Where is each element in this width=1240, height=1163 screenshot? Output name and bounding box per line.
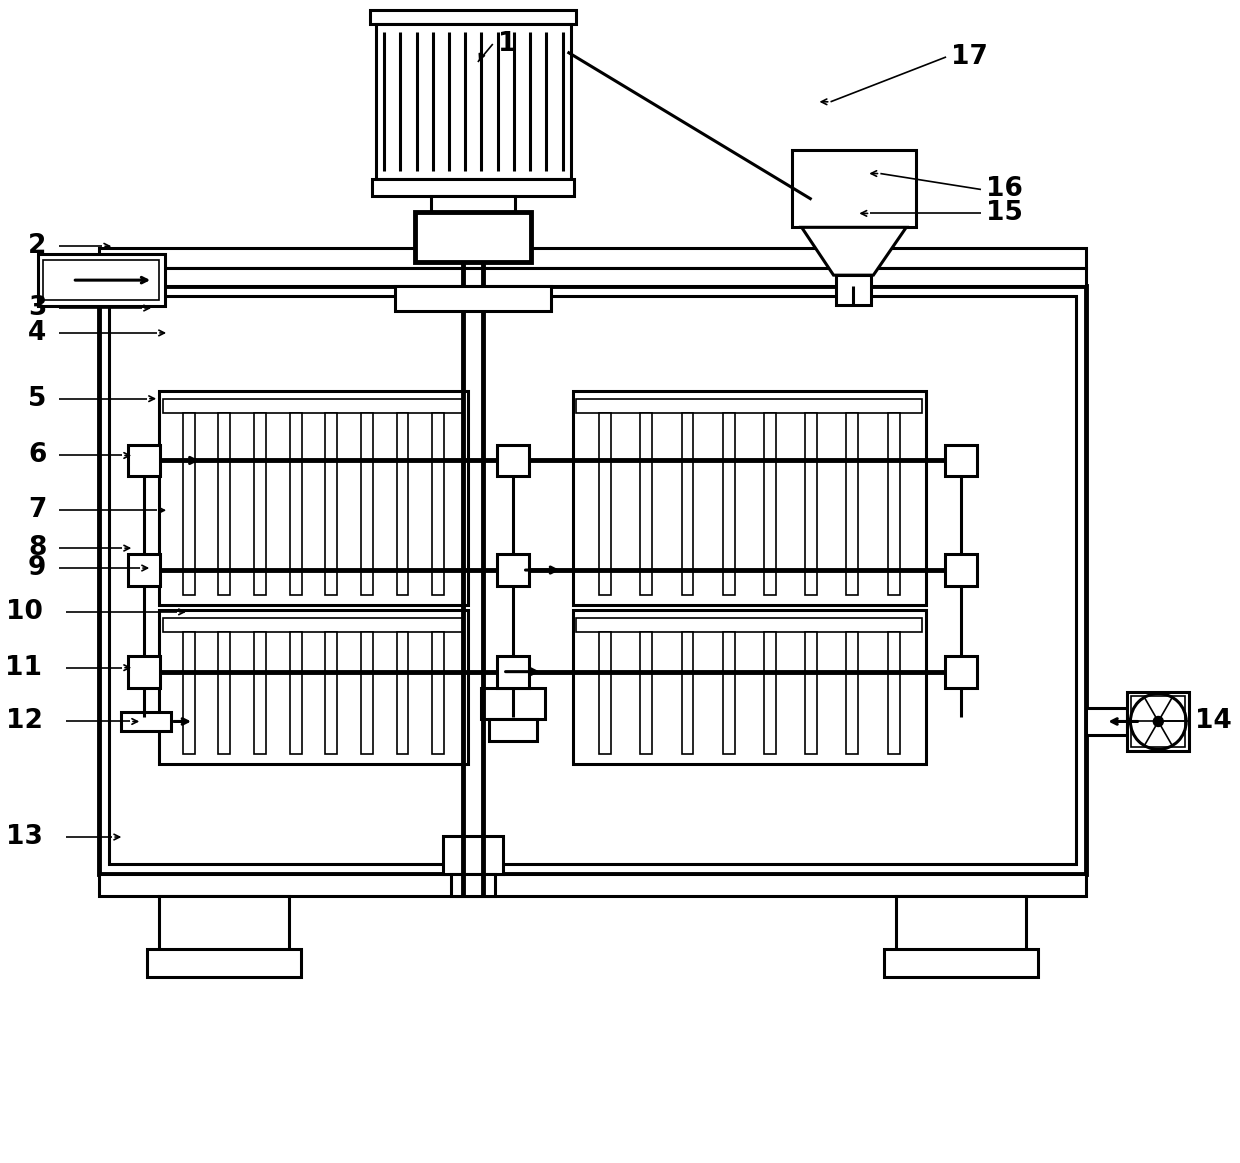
Bar <box>254 632 267 755</box>
Bar <box>897 896 1025 971</box>
Text: 14: 14 <box>1195 708 1231 735</box>
Bar <box>481 687 544 720</box>
Text: 9: 9 <box>29 555 46 582</box>
Bar <box>109 297 1075 864</box>
Bar <box>573 391 926 605</box>
Bar <box>159 896 289 971</box>
Bar <box>945 554 977 586</box>
Text: 6: 6 <box>29 442 46 469</box>
Bar <box>396 286 551 311</box>
Bar <box>847 632 858 755</box>
Text: 17: 17 <box>951 44 988 70</box>
Text: 4: 4 <box>29 320 46 345</box>
Bar <box>1131 695 1185 748</box>
Text: 8: 8 <box>29 535 46 561</box>
Bar <box>945 444 977 477</box>
Bar <box>128 444 160 477</box>
Bar <box>884 949 1038 977</box>
Text: 13: 13 <box>6 825 42 850</box>
Text: 1: 1 <box>497 31 516 57</box>
Text: 15: 15 <box>986 200 1023 227</box>
Bar <box>451 873 495 896</box>
Bar <box>805 632 817 755</box>
Bar <box>573 609 926 764</box>
Bar <box>888 632 899 755</box>
Bar <box>361 413 373 595</box>
Bar <box>159 609 467 764</box>
Bar <box>397 632 408 755</box>
Bar <box>162 618 464 632</box>
Text: 7: 7 <box>29 498 46 523</box>
Text: 5: 5 <box>29 386 46 412</box>
Bar <box>577 618 923 632</box>
Bar <box>37 255 165 306</box>
Text: 12: 12 <box>6 708 42 735</box>
Bar <box>218 632 231 755</box>
Bar <box>640 632 652 755</box>
Bar <box>433 413 444 595</box>
Bar <box>836 276 872 305</box>
Text: 3: 3 <box>29 295 46 321</box>
Bar <box>290 632 301 755</box>
Bar <box>99 248 1085 269</box>
Bar <box>497 444 528 477</box>
Bar <box>182 413 195 595</box>
Bar <box>325 632 337 755</box>
Bar <box>443 836 502 873</box>
Bar <box>371 10 577 24</box>
Bar <box>682 413 693 595</box>
Bar <box>805 413 817 595</box>
Bar <box>577 399 923 413</box>
Bar <box>945 656 977 687</box>
Bar <box>764 632 776 755</box>
Bar <box>415 213 531 262</box>
Bar <box>290 413 301 595</box>
Bar <box>397 413 408 595</box>
Bar <box>723 632 735 755</box>
Bar <box>43 261 159 300</box>
Bar <box>162 399 464 413</box>
Bar <box>432 197 515 213</box>
Text: 11: 11 <box>5 655 42 680</box>
Bar <box>122 712 171 732</box>
Bar <box>99 873 1085 896</box>
Bar <box>723 413 735 595</box>
Bar <box>497 554 528 586</box>
Bar <box>361 632 373 755</box>
Bar <box>682 632 693 755</box>
Bar <box>128 656 160 687</box>
Bar <box>888 413 899 595</box>
Bar <box>128 554 160 586</box>
Bar <box>254 413 267 595</box>
Bar <box>99 269 1085 286</box>
Bar <box>847 413 858 595</box>
Polygon shape <box>801 227 906 276</box>
Circle shape <box>1153 716 1163 727</box>
Bar <box>376 24 570 178</box>
Bar <box>372 178 574 197</box>
Bar <box>1127 692 1189 751</box>
Bar <box>489 720 537 741</box>
Bar <box>182 632 195 755</box>
Bar <box>791 150 916 227</box>
Bar <box>99 286 1085 873</box>
Bar <box>497 656 528 687</box>
Bar <box>640 413 652 595</box>
Bar <box>433 632 444 755</box>
Text: 2: 2 <box>29 234 46 259</box>
Text: 16: 16 <box>986 177 1023 202</box>
Bar <box>599 413 611 595</box>
Bar <box>325 413 337 595</box>
Bar <box>159 391 467 605</box>
Bar <box>148 949 300 977</box>
Bar <box>1085 707 1127 735</box>
Text: 10: 10 <box>6 599 42 625</box>
Bar <box>764 413 776 595</box>
Bar <box>218 413 231 595</box>
Bar <box>599 632 611 755</box>
